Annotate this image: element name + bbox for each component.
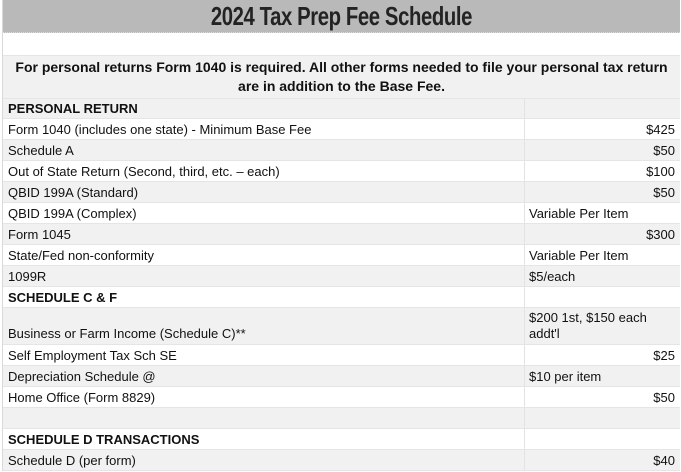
- table-row: Schedule A $50: [3, 140, 680, 161]
- item-label: Self Employment Tax Sch SE: [8, 347, 177, 363]
- fee-cell: $25: [524, 345, 680, 365]
- table-row: QBID 199A (Standard) $50: [3, 182, 680, 203]
- item-label: Out of State Return (Second, third, etc.…: [8, 163, 280, 179]
- item-label: Home Office (Form 8829): [8, 389, 156, 405]
- fee-cell: $200 1st, $150 each addt'l: [524, 308, 680, 344]
- item-label: State/Fed non-conformity: [8, 247, 154, 263]
- item-label: Depreciation Schedule @: [8, 368, 156, 384]
- section-header-schedule-d: SCHEDULE D TRANSACTIONS: [3, 429, 680, 450]
- fee-cell: [524, 408, 680, 428]
- table-row: Schedule D (per form) $40: [3, 450, 680, 471]
- fee-cell: $40: [524, 450, 680, 470]
- item-label: Schedule D (per form): [8, 452, 136, 468]
- table-row: Out of State Return (Second, third, etc.…: [3, 161, 680, 182]
- title-bar: 2024 Tax Prep Fee Schedule: [3, 0, 680, 33]
- item-label: 1099R: [8, 268, 47, 284]
- item-label: Business or Farm Income (Schedule C)**: [8, 326, 246, 341]
- section-label: SCHEDULE D TRANSACTIONS: [8, 431, 200, 447]
- fee-cell: [524, 99, 680, 118]
- table-row: State/Fed non-conformity Variable Per It…: [3, 245, 680, 266]
- table-row: Form 1040 (includes one state) - Minimum…: [3, 119, 680, 140]
- notice-row: For personal returns Form 1040 is requir…: [3, 56, 680, 99]
- table-row: Home Office (Form 8829) $50: [3, 387, 680, 408]
- spacer-row: [3, 33, 680, 56]
- section-header-schedule-c-f: SCHEDULE C & F: [3, 287, 680, 308]
- table-row: Depreciation Schedule @ $10 per item: [3, 366, 680, 387]
- table-row: Business or Farm Income (Schedule C)** $…: [3, 308, 680, 345]
- fee-cell: Variable Per Item: [524, 203, 680, 223]
- page-title: 2024 Tax Prep Fee Schedule: [210, 0, 473, 31]
- fee-cell: $10 per item: [524, 366, 680, 386]
- item-label: Schedule A: [8, 142, 74, 158]
- item-label: QBID 199A (Standard): [8, 184, 139, 200]
- notice-text: For personal returns Form 1040 is requir…: [15, 59, 668, 94]
- table-row: Self Employment Tax Sch SE $25: [3, 345, 680, 366]
- fee-cell: $50: [524, 387, 680, 407]
- section-header-personal-return: PERSONAL RETURN: [3, 99, 680, 119]
- table-row: 1099R $5/each: [3, 266, 680, 287]
- fee-cell: [524, 429, 680, 449]
- item-label: QBID 199A (Complex): [8, 205, 137, 221]
- fee-cell: $100: [524, 161, 680, 181]
- fee-cell: $300: [524, 224, 680, 244]
- fee-cell: $5/each: [524, 266, 680, 286]
- fee-cell: $50: [524, 140, 680, 160]
- fee-cell: $50: [524, 182, 680, 202]
- section-label: PERSONAL RETURN: [8, 101, 138, 116]
- section-label: SCHEDULE C & F: [8, 289, 118, 305]
- item-label: Form 1045: [8, 226, 71, 242]
- table-row: QBID 199A (Complex) Variable Per Item: [3, 203, 680, 224]
- item-label: Form 1040 (includes one state) - Minimum…: [8, 121, 312, 137]
- table-row: Form 1045 $300: [3, 224, 680, 245]
- fee-cell: $425: [524, 119, 680, 139]
- fee-cell: Variable Per Item: [524, 245, 680, 265]
- fee-cell: [524, 287, 680, 307]
- empty-row: [3, 408, 680, 429]
